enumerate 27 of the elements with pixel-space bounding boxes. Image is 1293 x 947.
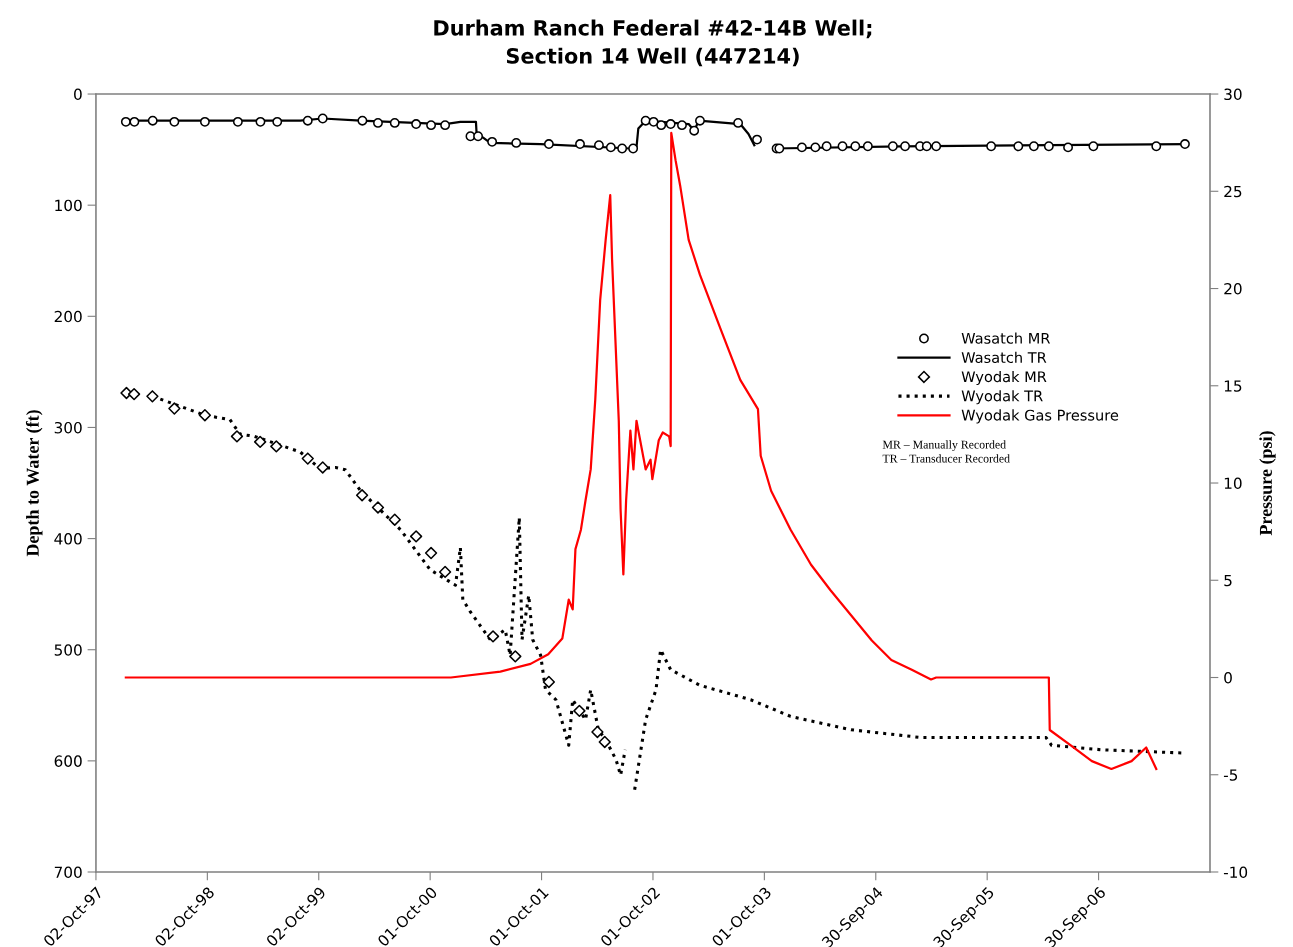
legend-label: Wasatch TR bbox=[961, 351, 1047, 364]
y2-tick-label: 5 bbox=[1224, 574, 1232, 587]
y-tick-label: 300 bbox=[54, 421, 82, 434]
legend-label: Wasatch MR bbox=[961, 332, 1051, 344]
y-tick-label: 500 bbox=[54, 644, 82, 656]
annotation: TR – Transducer Recorded bbox=[882, 454, 1010, 463]
y2-axis-title: Pressure (psi) bbox=[1259, 431, 1276, 536]
y2-tick-label: -5 bbox=[1223, 769, 1238, 781]
annotation: MR – Manually Recorded bbox=[882, 440, 1006, 451]
y2-tick-label: -10 bbox=[1223, 866, 1248, 879]
y2-tick-label: 15 bbox=[1224, 380, 1242, 392]
legend-label: Wyodak MR bbox=[961, 370, 1047, 386]
legend-label: Wyodak Gas Pressure bbox=[961, 409, 1119, 424]
y2-tick-label: 0 bbox=[1224, 671, 1232, 684]
y2-tick-label: 25 bbox=[1224, 185, 1242, 198]
legend-label: Wyodak TR bbox=[961, 390, 1043, 405]
y-tick-label: 400 bbox=[54, 533, 82, 545]
y2-tick-label: 30 bbox=[1224, 88, 1242, 101]
y-tick-label: 200 bbox=[54, 310, 82, 323]
y-tick-label: 700 bbox=[54, 866, 82, 879]
y-axis-title: Depth to Water (ft) bbox=[25, 410, 43, 557]
y2-tick-label: 10 bbox=[1224, 477, 1242, 490]
y-tick-label: 600 bbox=[54, 755, 82, 767]
chart-title: Durham Ranch Federal #42-14B Well; Section 14 Well (447214) bbox=[434, 19, 872, 67]
y-tick-label: 100 bbox=[55, 199, 82, 212]
y-tick-label: 0 bbox=[74, 88, 82, 101]
y2-tick-label: 20 bbox=[1224, 282, 1242, 295]
